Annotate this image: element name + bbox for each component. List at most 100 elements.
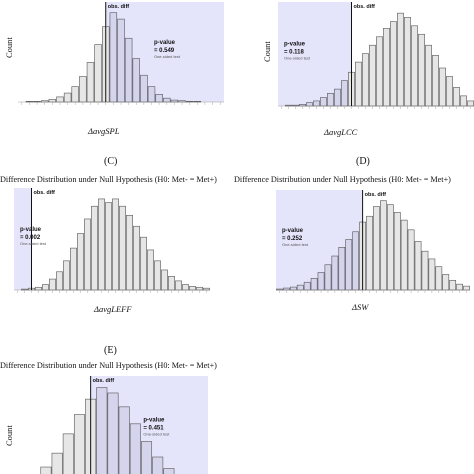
histogram-bar [132, 58, 140, 103]
histogram-bar [285, 104, 292, 107]
histogram-bar [373, 206, 380, 291]
obs-diff-label: obs. diff [108, 4, 130, 10]
histogram-bar [21, 288, 28, 291]
histogram-bar [292, 104, 299, 107]
histogram-bar [442, 274, 450, 291]
histogram-bar [369, 44, 376, 107]
histogram-bar [56, 271, 63, 291]
p-value-label: p-value [143, 417, 165, 423]
panel-letter: (C) [104, 156, 118, 167]
histogram-bar [362, 53, 369, 107]
x-axis-label: ΔavgSPL [88, 126, 120, 136]
x-axis-label: ΔavgLCC [324, 127, 358, 137]
histogram-bar [386, 204, 394, 291]
histogram-bar [317, 272, 325, 291]
test-type-label: One-sided test [143, 431, 170, 436]
histogram-bar [411, 25, 418, 107]
p-value-number: = 0.252 [282, 236, 303, 242]
histogram-bar [390, 21, 397, 107]
histogram-bar [140, 236, 147, 291]
histogram-bar [140, 74, 148, 103]
histogram-bar [63, 260, 70, 291]
histogram-bar [119, 205, 126, 291]
panel-letter: (D) [356, 156, 370, 167]
p-value-number: = 0.118 [284, 50, 305, 56]
histogram-bar [79, 76, 87, 103]
histogram-bar [189, 286, 196, 291]
histogram-bar [77, 233, 84, 291]
histogram-bar [91, 205, 98, 291]
histogram-bar [324, 264, 332, 291]
histogram-bar [338, 246, 346, 291]
x-axis-label: ΔSW [352, 302, 369, 312]
panel-title: Difference Distribution under Null Hypot… [234, 175, 451, 184]
histogram-bar [306, 102, 313, 107]
histogram-bar [425, 44, 432, 107]
obs-diff-label: obs. diff [34, 190, 56, 196]
histogram-bar [446, 76, 453, 107]
histogram-bar [341, 80, 348, 107]
histogram-bar [376, 36, 383, 107]
histogram-bar [456, 283, 463, 291]
histogram-bar [393, 212, 401, 291]
histogram-bar [73, 414, 85, 474]
histogram-bar [70, 247, 77, 291]
test-type-label: One-sided test [20, 241, 47, 246]
shaded-region [14, 188, 32, 290]
histogram-bar [105, 202, 112, 291]
histogram-bar [98, 198, 105, 291]
panel-a: Count obs. diff p-value = 0.549 One-sided t… [0, 0, 230, 145]
histogram-bar [435, 266, 443, 291]
histogram-bar [163, 468, 175, 474]
histogram-bar [428, 258, 436, 291]
histogram-bar [460, 95, 467, 107]
histogram-bar [147, 86, 156, 103]
histogram-bar [40, 100, 49, 103]
panel-e: Count obs. diff p-value = 0.451 One-sided t… [0, 374, 230, 474]
panel-title: Difference Distribution under Null Hypot… [0, 361, 217, 370]
panel-b: Count obs. diff p-value = 0.118 One-sided t… [244, 0, 474, 145]
histogram-bar [355, 61, 362, 107]
histogram-bar [133, 225, 140, 291]
histogram-bar [48, 99, 57, 103]
histogram-bar [276, 288, 283, 291]
histogram-bar [25, 101, 34, 103]
histogram-bar [109, 12, 118, 103]
histogram-bar [439, 67, 446, 107]
histogram-bar [289, 286, 297, 291]
p-value-label: p-value [20, 227, 42, 233]
test-type-label: One-sided test [154, 54, 181, 59]
shaded-region [278, 2, 352, 106]
histogram-bar [141, 441, 153, 474]
histogram-bar [310, 278, 318, 291]
histogram-bar [112, 198, 119, 291]
panel-letter: (E) [104, 345, 117, 356]
histogram-bar [163, 97, 171, 103]
test-type-label: One-sided test [282, 242, 309, 247]
histogram-bar [35, 286, 42, 291]
histogram-bar [418, 33, 425, 107]
histogram-bar [63, 92, 72, 103]
histogram-bar [182, 284, 189, 291]
histogram-bar [400, 219, 408, 291]
panel-title: Difference Distribution under Null Hypot… [0, 175, 217, 184]
x-axis-label: ΔavgLEFF [94, 304, 132, 314]
histogram-bar [49, 278, 56, 291]
histogram-bar [175, 280, 182, 291]
histogram-bar [334, 88, 341, 107]
histogram-bar [414, 241, 422, 291]
p-value-number: = 0.002 [20, 235, 41, 241]
panel-d: obs. diff p-value = 0.252 One-sided test ΔS… [244, 188, 474, 312]
histogram-bar [397, 12, 404, 107]
histogram-bar [155, 94, 163, 103]
histogram-bar [383, 28, 390, 107]
histogram-bar [40, 466, 52, 474]
histogram-bar [107, 392, 119, 474]
histogram-bar [331, 255, 339, 291]
histogram-bar [56, 96, 64, 103]
histogram-bar [193, 101, 202, 103]
histogram-bar [299, 104, 306, 107]
